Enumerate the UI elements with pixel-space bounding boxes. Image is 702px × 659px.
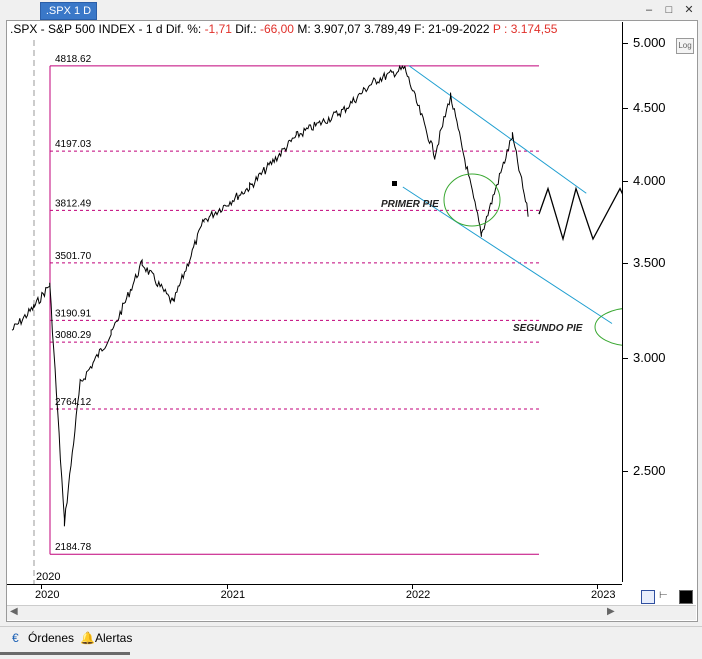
chart-window	[6, 20, 698, 622]
y-tick-label: 2.500	[633, 463, 666, 478]
y-tick-label: 5.000	[633, 35, 666, 50]
x-tick-label: 2022	[405, 589, 431, 601]
x-tick-mark	[411, 585, 413, 589]
date-value: 21-09-2022	[428, 22, 490, 36]
scroll-right-arrow[interactable]: ▶	[607, 606, 615, 617]
bottom-toolbar: € Órdenes 🔔 Alertas	[0, 626, 702, 651]
tab-bar: .SPX 1 D – □ ✕	[0, 0, 702, 20]
orders-link[interactable]: Órdenes	[28, 631, 75, 645]
y-axis[interactable]: 5.000 4.500 4.000 3.500 3.000 2.500	[622, 22, 697, 582]
y-tick-mark	[623, 471, 628, 472]
save-icon[interactable]	[641, 590, 655, 604]
y-tick-mark	[623, 358, 628, 360]
y-tick-label: 3.000	[633, 350, 666, 366]
x-tick-mark	[41, 585, 42, 589]
pin-icon[interactable]: ⊢	[659, 590, 668, 601]
bell-icon: 🔔	[80, 631, 95, 645]
symbol-label: .SPX - S&P 500 INDEX -	[10, 22, 143, 36]
status-indicator	[0, 652, 130, 655]
x-tick-mark	[226, 585, 228, 589]
x-tick-label: 2021	[220, 589, 246, 601]
y-tick-mark	[623, 43, 628, 44]
alerts-link[interactable]: Alertas	[95, 631, 133, 645]
color-swatch[interactable]	[679, 590, 693, 604]
tab-spx[interactable]: .SPX 1 D	[40, 2, 97, 20]
dif-pct-value: -1,71	[204, 22, 232, 36]
x-axis[interactable]: 2020 2021 2022 2023	[7, 584, 622, 605]
price-label: P :	[492, 22, 508, 36]
max-value: 3.907,07	[314, 22, 361, 36]
min-value: 3.789,49	[364, 22, 411, 36]
x-tick-label: 2023	[591, 589, 616, 601]
horizontal-scrollbar[interactable]: ◀ ▶ ⊢	[7, 590, 696, 620]
dif-label: Dif.:	[235, 22, 257, 36]
dif-value: -66,00	[259, 22, 294, 36]
dif-pct-label: Dif. %:	[165, 22, 202, 36]
date-label: F:	[414, 22, 425, 36]
euro-icon: €	[12, 631, 19, 645]
minimize-button[interactable]: –	[645, 4, 653, 16]
y-tick-mark	[623, 180, 628, 182]
close-button[interactable]: ✕	[684, 4, 694, 16]
max-label: M:	[297, 22, 311, 36]
x-tick-mark	[597, 585, 598, 589]
y-tick-mark	[623, 263, 628, 265]
y-tick-label: 4.000	[633, 172, 666, 188]
log-scale-toggle[interactable]: Log	[676, 38, 694, 54]
x-tick-label: 2020	[35, 589, 60, 601]
timeframe-label: 1 d	[145, 22, 163, 36]
maximize-button[interactable]: □	[665, 4, 673, 16]
scroll-left-arrow[interactable]: ◀	[10, 606, 18, 617]
chart-header: .SPX - S&P 500 INDEX - 1 d Dif. %: -1,71…	[10, 22, 557, 36]
y-tick-label: 3.500	[633, 255, 666, 271]
price-value: 3.174,55	[510, 22, 558, 36]
y-tick-label: 4.500	[633, 100, 666, 116]
y-tick-mark	[623, 108, 628, 110]
